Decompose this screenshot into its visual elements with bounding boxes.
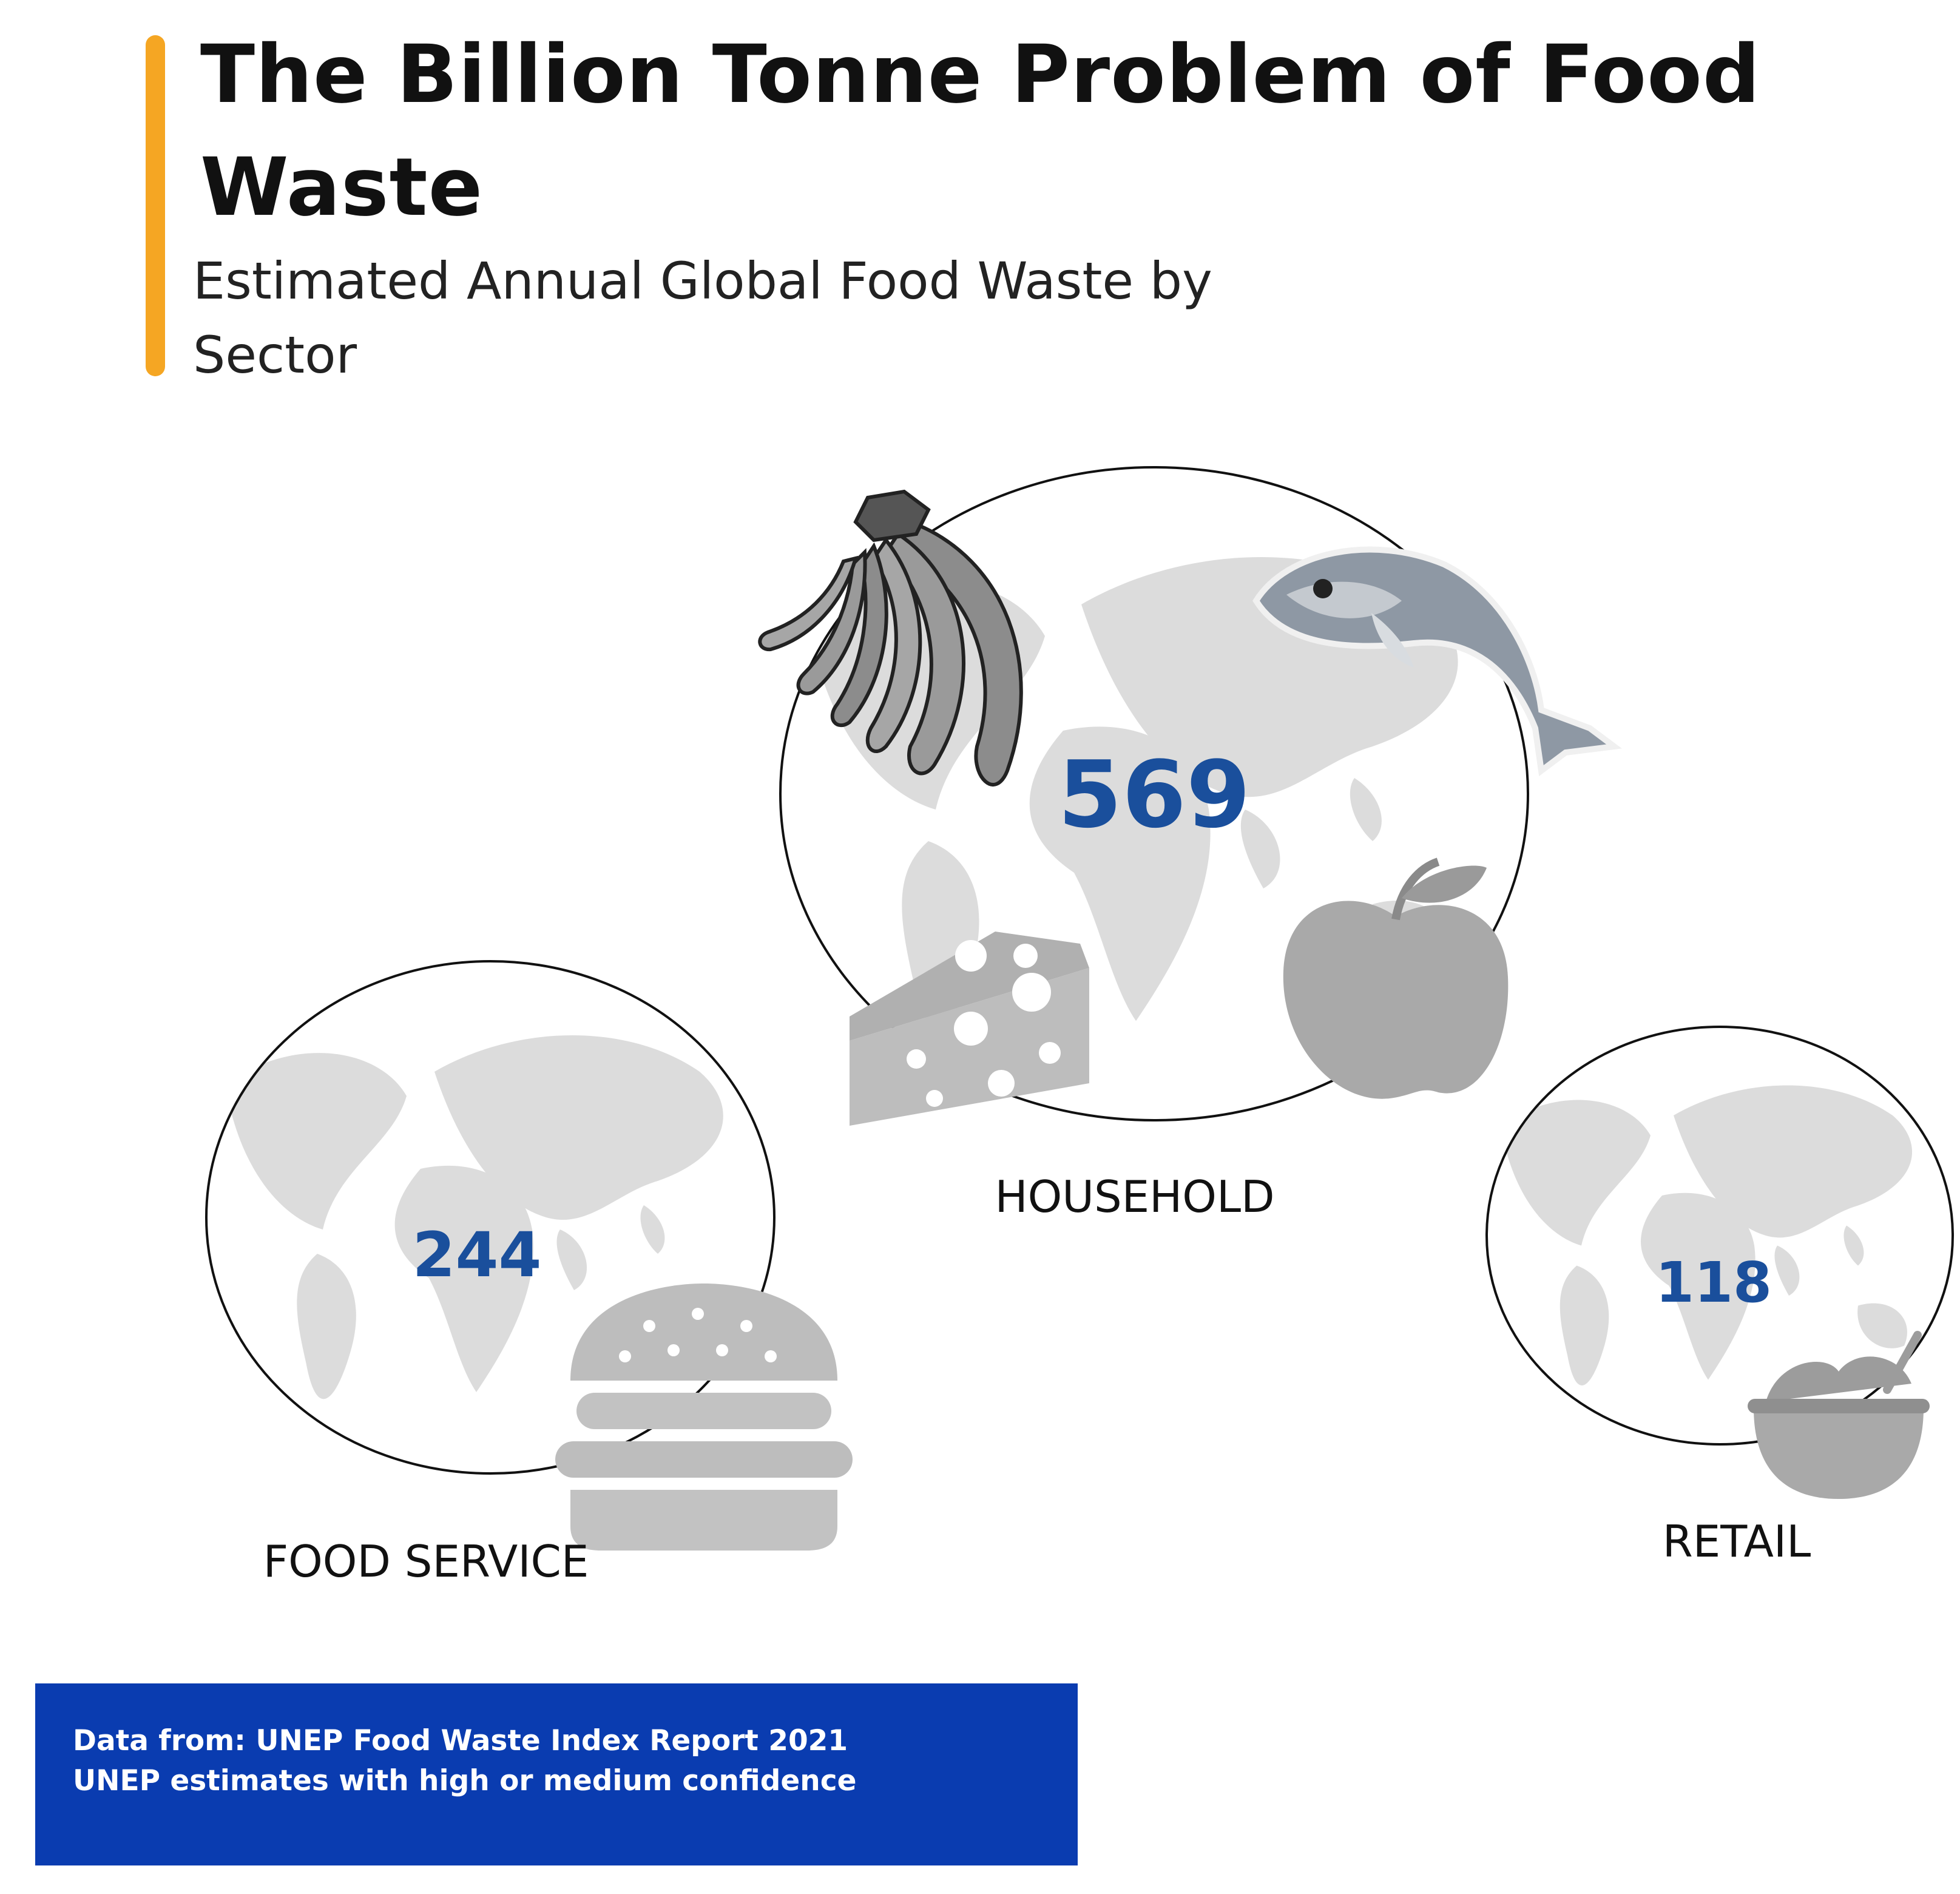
category-label-food-service: FOOD SERVICE	[263, 1536, 589, 1587]
value-label-food-service: 244	[413, 1219, 542, 1291]
chart-subtitle: Estimated Annual Global Food Waste by Se…	[193, 251, 1212, 385]
category-label-household: HOUSEHOLD	[995, 1171, 1274, 1222]
source-box: Data from: UNEP Food Waste Index Report …	[35, 1683, 1078, 1865]
category-label-retail: RETAIL	[1663, 1516, 1811, 1567]
bubble-retail	[1485, 1026, 1954, 1446]
source-line: Data from: UNEP Food Waste Index Report …	[73, 1724, 848, 1757]
bowl-icon	[1748, 1331, 1930, 1499]
value-label-household: 569	[1058, 741, 1250, 848]
banana-icon	[758, 489, 1023, 786]
bubble-household	[779, 466, 1529, 1121]
title-accent-bar	[146, 35, 165, 376]
chart-title: The Billion Tonne Problem of Food Waste	[200, 28, 1761, 234]
burger-icon	[555, 1284, 853, 1551]
value-label-retail: 118	[1655, 1250, 1772, 1315]
apple-icon	[1283, 857, 1509, 1099]
source-note: UNEP estimates with high or medium confi…	[73, 1764, 857, 1798]
bubble-food-service	[205, 960, 776, 1475]
cheese-icon	[850, 932, 1089, 1126]
fish-icon	[1252, 546, 1622, 777]
